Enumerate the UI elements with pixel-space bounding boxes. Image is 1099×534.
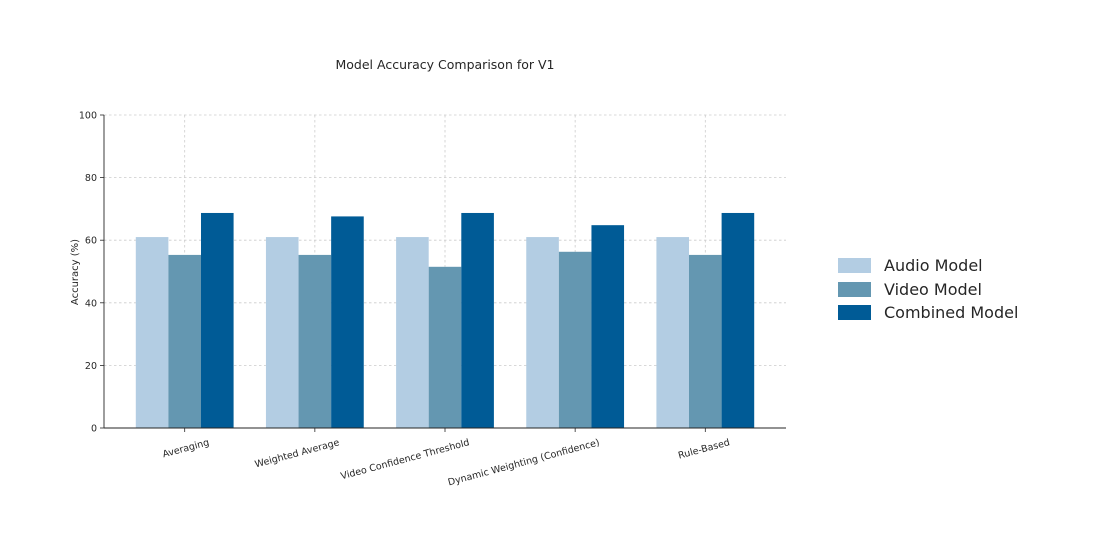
chart-legend: Audio Model Video Model Combined Model [838, 254, 1018, 325]
bar-audio-model [396, 237, 429, 428]
bar-combined-model [591, 225, 625, 428]
bar-audio-model [526, 237, 559, 428]
bars [135, 212, 755, 428]
legend-item: Combined Model [838, 301, 1018, 325]
bar-audio-model [656, 237, 690, 428]
bar-audio-model [265, 237, 299, 428]
legend-label: Audio Model [884, 256, 983, 276]
bar-video-model [168, 254, 201, 428]
bar-combined-model [461, 212, 494, 428]
x-tick-label: Weighted Average [254, 437, 341, 470]
bar-audio-model [135, 237, 169, 428]
y-axis-label: Accuracy (%) [70, 239, 81, 305]
y-tick-label: 100 [79, 111, 97, 122]
bar-combined-model [721, 212, 755, 428]
axes [100, 114, 786, 432]
legend-label: Combined Model [884, 303, 1019, 323]
legend-swatch [838, 281, 871, 297]
x-tick-label: Rule-Based [677, 437, 731, 461]
legend-swatch [838, 305, 871, 321]
bar-video-model [558, 251, 592, 428]
legend-swatch [838, 258, 871, 274]
x-tick-label: Video Confidence Threshold [340, 437, 471, 482]
bar-video-model [689, 254, 722, 428]
legend-item: Audio Model [838, 254, 1018, 278]
y-tick-label: 20 [85, 361, 97, 372]
bar-video-model [298, 254, 332, 428]
x-tick-label: Averaging [161, 437, 210, 460]
legend-item: Video Model [838, 278, 1018, 302]
bar-combined-model [200, 212, 234, 428]
legend-label: Video Model [884, 279, 982, 299]
y-tick-label: 80 [85, 173, 97, 184]
chart-title: Model Accuracy Comparison for V1 [335, 57, 554, 72]
y-tick-label: 40 [85, 298, 97, 309]
bar-video-model [428, 266, 462, 428]
y-tick-label: 60 [85, 236, 97, 247]
y-tick-label: 0 [91, 424, 97, 435]
bar-combined-model [331, 216, 364, 428]
